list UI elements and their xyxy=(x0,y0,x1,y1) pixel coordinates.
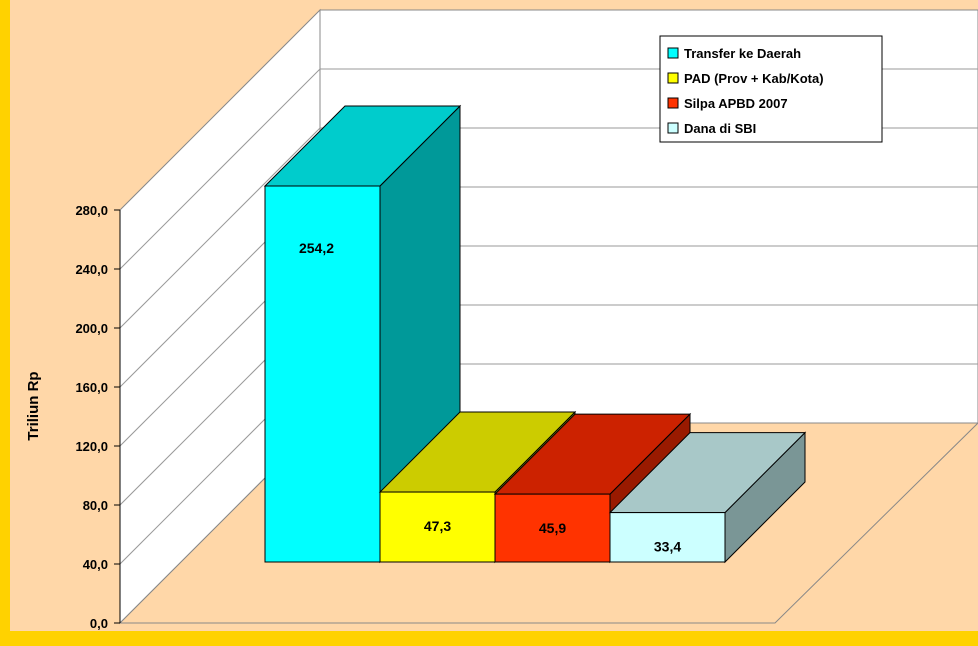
bar-front xyxy=(264,185,381,563)
y-tick-label: 280,0 xyxy=(75,203,108,218)
bar-value-label: 33,4 xyxy=(654,539,681,555)
y-tick-label: 240,0 xyxy=(75,262,108,277)
y-tick-label: 40,0 xyxy=(83,557,108,572)
bar-front xyxy=(609,512,726,563)
bar-front xyxy=(494,493,611,563)
bar-value-label: 45,9 xyxy=(539,520,566,536)
gridline-side xyxy=(119,68,321,270)
legend-swatch xyxy=(667,47,679,59)
legend-swatch xyxy=(667,97,679,109)
y-tick-label: 200,0 xyxy=(75,321,108,336)
bar-value-label: 254,2 xyxy=(299,240,334,256)
bar-1: 254,2 xyxy=(263,104,462,564)
legend-label: Silpa APBD 2007 xyxy=(684,96,788,111)
legend-swatch xyxy=(667,72,679,84)
y-axis-label: Triliun Rp xyxy=(25,371,42,440)
bar-value-label: 47,3 xyxy=(424,518,451,534)
y-tick-label: 160,0 xyxy=(75,380,108,395)
y-tick-label: 0,0 xyxy=(90,616,108,631)
bar-4: 33,4 xyxy=(608,431,807,564)
gridline-side xyxy=(119,127,321,329)
legend-swatch xyxy=(667,122,679,134)
legend-label: Transfer ke Daerah xyxy=(684,46,801,61)
bar-3: 45,9 xyxy=(493,412,692,564)
legend-label: Dana di SBI xyxy=(684,121,756,136)
y-tick-label: 80,0 xyxy=(83,498,108,513)
legend-box xyxy=(659,35,883,143)
y-tick-label: 120,0 xyxy=(75,439,108,454)
legend-label: PAD (Prov + Kab/Kota) xyxy=(684,71,824,86)
bar-front xyxy=(379,491,496,563)
